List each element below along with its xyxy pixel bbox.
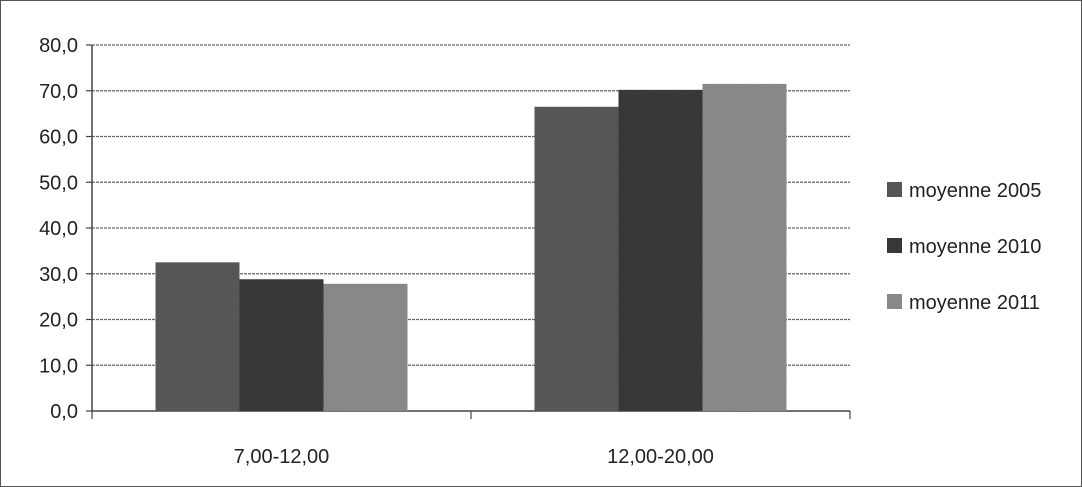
y-tick-label: 20,0 (39, 310, 78, 332)
y-tick-label: 30,0 (39, 264, 78, 286)
legend-swatch (887, 182, 902, 197)
y-tick-label: 80,0 (39, 35, 78, 57)
bar-moyenne-2011-0 (323, 283, 408, 411)
bar-moyenne-2010-0 (239, 279, 324, 411)
legend-swatch (887, 238, 902, 253)
x-category-label: 12,00-20,00 (607, 446, 714, 468)
bar-moyenne-2005-0 (155, 262, 240, 411)
legend-label: moyenne 2011 (909, 292, 1040, 314)
axis-labels: 0,0 10,0 20,0 30,0 40,0 50,0 60,0 70,0 80,0 7,00-… (39, 35, 714, 468)
y-tick-label: 60,0 (39, 127, 78, 149)
y-tick-label: 10,0 (39, 355, 78, 377)
x-category-label: 7,00-12,00 (234, 446, 330, 468)
bar-moyenne-2010-1 (618, 89, 703, 412)
legend: moyenne 2005 moyenne 2010 moyenne 2011 (887, 180, 1041, 314)
bar-moyenne-2005-1 (534, 106, 619, 411)
bars (155, 83, 787, 412)
legend-label: moyenne 2005 (909, 180, 1041, 202)
y-tick-label: 70,0 (39, 81, 78, 103)
y-tick-label: 50,0 (39, 172, 78, 194)
legend-swatch (887, 294, 902, 309)
y-tick-label: 0,0 (50, 401, 78, 423)
legend-label: moyenne 2010 (909, 236, 1041, 258)
bar-moyenne-2011-1 (702, 83, 787, 411)
y-tick-label: 40,0 (39, 218, 78, 240)
